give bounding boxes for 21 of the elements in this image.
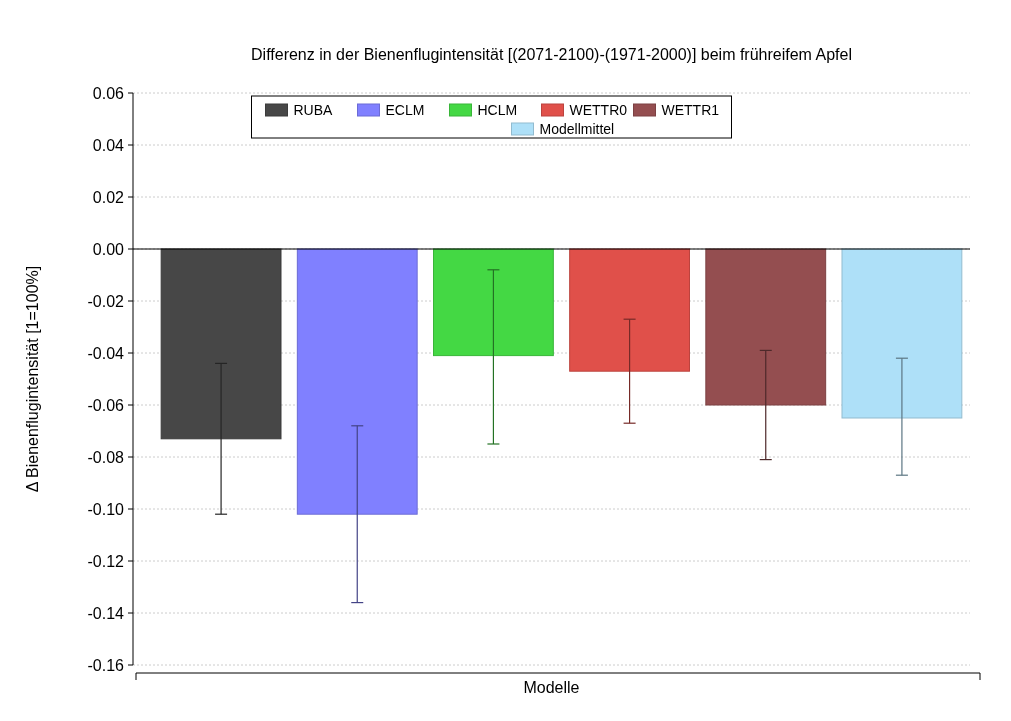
legend-label: WETTR0 — [569, 102, 628, 118]
x-axis-title: Modelle — [523, 679, 580, 696]
y-tick-label: -0.06 — [87, 396, 125, 414]
y-tick-label: -0.12 — [87, 552, 125, 570]
y-tick-label: 0.00 — [92, 240, 125, 258]
chart-title: Differenz in der Bienenflugintensität [(2071-2100)-(1971-2000)] beim frühreifem Apfel — [251, 46, 852, 63]
y-axis-title: Δ Bienenflugintensität [1=100%] — [24, 265, 41, 493]
y-tick-label: -0.04 — [87, 344, 125, 362]
legend-label: ECLM — [385, 102, 425, 118]
y-tick-label: -0.16 — [87, 656, 125, 674]
y-tick-label: -0.08 — [87, 448, 125, 466]
y-tick-label: 0.04 — [92, 136, 125, 154]
y-tick-label: -0.02 — [87, 292, 125, 310]
y-tick-label: 0.06 — [92, 84, 125, 102]
legend-label: Modellmittel — [539, 121, 615, 137]
y-tick-label: 0.02 — [92, 188, 125, 206]
y-tick-label: -0.14 — [87, 604, 125, 622]
legend-label: RUBA — [293, 102, 334, 118]
y-tick-label: -0.10 — [87, 500, 125, 518]
legend-label: WETTR1 — [661, 102, 720, 118]
legend-label: HCLM — [477, 102, 518, 118]
